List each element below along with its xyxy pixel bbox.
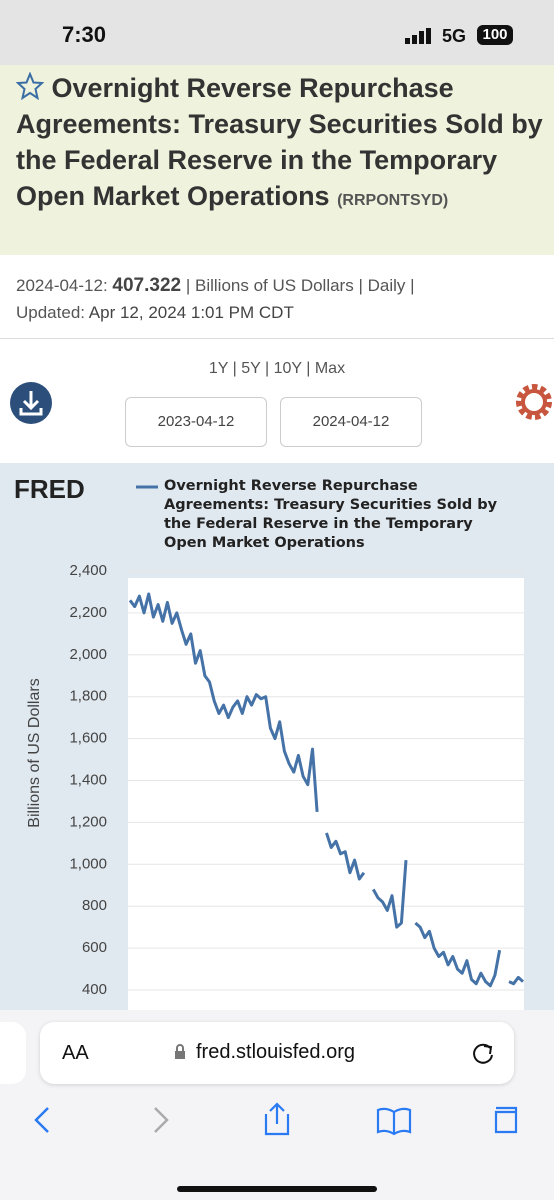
obs-date: 2024-04-12: [16,276,108,295]
download-button[interactable] [10,382,52,424]
updated-label: Updated: [16,303,85,322]
updated: Apr 12, 2024 1:01 PM CDT [88,303,294,322]
range-links: 1Y | 5Y | 10Y | Max [0,360,554,378]
reload-button[interactable] [470,1040,496,1066]
y-tick-label: 1,000 [69,855,107,872]
address-bar[interactable]: AA fred.stlouisfed.org [40,1022,514,1084]
legend: Overnight Reverse Repurchase Agreements:… [164,478,498,551]
y-tick-label: 400 [82,981,107,998]
battery: 100 [477,25,513,45]
lock-icon [175,1044,185,1059]
y-tick-label: 1,200 [69,813,107,830]
y-tick-label: 1,400 [69,771,107,788]
series-id: (RRPONTSYD) [337,192,449,209]
settings-button[interactable] [514,382,554,422]
start-date[interactable]: 2023-04-12 [125,397,267,447]
range-link[interactable]: Max [314,360,346,377]
units: Billions of US Dollars [195,276,354,295]
title-text: Overnight Reverse Repurchase Agreements:… [16,73,543,211]
share-button[interactable] [264,1102,290,1136]
end-date[interactable]: 2024-04-12 [280,397,422,447]
separator: | [306,360,311,377]
y-tick-label: 800 [82,897,107,914]
range-link[interactable]: 1Y [208,360,229,377]
separator: | [264,360,270,377]
home-indicator [177,1186,377,1192]
range-link[interactable]: 10Y [273,360,302,377]
y-tick-label: 600 [82,939,107,956]
status-bar: 7:30 5G 100 [0,0,554,65]
y-tick-label: 2,400 [69,562,107,579]
y-tick-label: 1,800 [69,688,107,705]
y-tick-label: 1,600 [69,730,107,747]
series-line [128,592,524,988]
forward-button[interactable] [154,1107,169,1133]
y-tick-label: 2,000 [69,646,107,663]
tabs-button[interactable] [494,1106,518,1134]
url: fred.stlouisfed.org [196,1041,355,1063]
y-axis-label: Billions of US Dollars [26,678,43,827]
obs-value: 407.322 [112,275,182,296]
legend-entry: Overnight Reverse Repurchase Agreements:… [164,478,498,551]
separator: | [358,276,363,295]
frequency: Daily [367,276,406,295]
prev-tab[interactable] [0,1022,26,1084]
series-title: Overnight Reverse Repurchase Agreements:… [15,70,546,219]
separator: | [232,360,237,377]
network: 5G [442,26,467,46]
separator: | [410,276,415,295]
separator: | [185,276,191,295]
range-link[interactable]: 5Y [241,360,261,377]
bookmarks-button[interactable] [376,1107,412,1136]
text-size[interactable]: AA [62,1042,89,1064]
divider [0,338,554,339]
chart: FRED Overnight Reverse Repurchase Agreem… [0,463,554,1010]
time: 7:30 [62,22,107,47]
back-button[interactable] [34,1107,49,1133]
signal-icon [405,28,431,44]
fred-logo: FRED [14,474,85,504]
info: 2024-04-12: 407.322 | Billions of US Dol… [16,272,546,326]
favorite-star[interactable] [15,71,45,101]
toolbar [34,1102,518,1192]
header [0,65,554,255]
y-tick-label: 2,200 [69,604,107,621]
